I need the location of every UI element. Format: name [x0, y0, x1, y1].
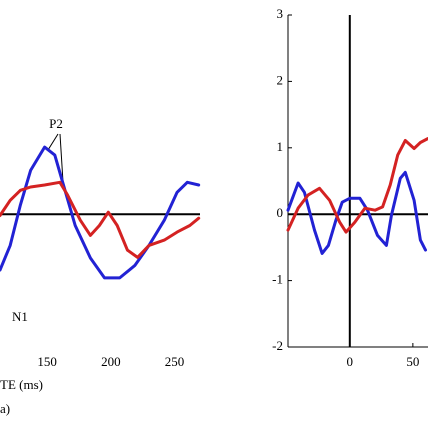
- x-tick-label: 200: [101, 354, 121, 369]
- series-line: [0, 145, 201, 280]
- y-tick-label: -2: [272, 338, 283, 353]
- annotation-arrow: [47, 133, 59, 151]
- x-tick-label: 250: [165, 354, 185, 369]
- y-tick-label: -1: [272, 272, 283, 287]
- annotation: P2: [49, 116, 63, 131]
- annotation-arrow: [59, 133, 64, 183]
- y-tick-label: 0: [277, 205, 284, 220]
- series-line: [0, 180, 201, 259]
- y-tick-label: 3: [277, 6, 284, 21]
- panel-label: a): [0, 401, 10, 416]
- series-line: [286, 137, 428, 234]
- x-tick-label: 150: [37, 354, 57, 369]
- annotation: N1: [12, 309, 28, 324]
- y-tick-label: 1: [277, 139, 284, 154]
- series-line: [286, 170, 427, 255]
- x-tick-label: 50: [406, 354, 419, 369]
- x-axis-label: TE (ms): [0, 377, 43, 392]
- y-tick-label: 2: [277, 72, 284, 87]
- x-tick-label: 0: [347, 354, 354, 369]
